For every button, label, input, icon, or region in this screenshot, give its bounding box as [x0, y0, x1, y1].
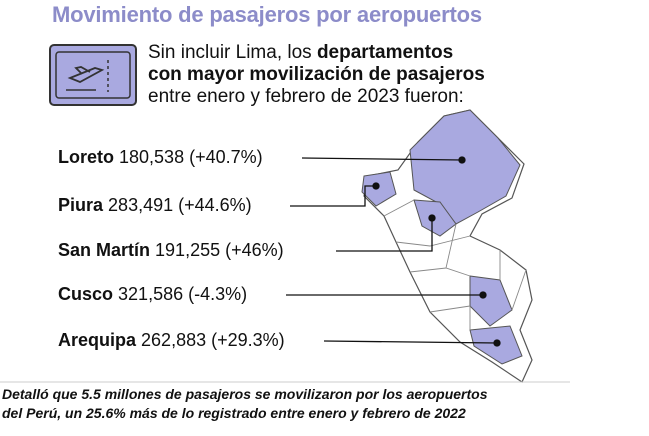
caption-line: del Perú, un 25.6% más de lo registrado …	[2, 405, 466, 421]
item-change: (+40.7%)	[189, 147, 263, 167]
title: Movimiento de pasajeros por aeropuertos	[52, 2, 482, 27]
item-passengers: 191,255	[155, 240, 221, 260]
item-change: (+44.6%)	[178, 195, 252, 215]
item-passengers: 283,491	[108, 195, 174, 215]
item: Piura 283,491 (+44.6%)	[58, 195, 252, 216]
caption-line: Detalló que 5.5 millones de pasajeros se…	[2, 386, 488, 402]
item-name: Loreto	[58, 147, 114, 167]
intro-line: con mayor movilización de pasajeros	[148, 64, 485, 85]
peru-map	[361, 109, 533, 383]
item-name: Piura	[58, 195, 104, 215]
ticket-icon	[49, 44, 137, 106]
leader-lines	[286, 156, 501, 347]
item-change: (-4.3%)	[188, 284, 248, 304]
caption: Detalló que 5.5 millones de pasajeros se…	[2, 385, 487, 423]
item-passengers: 262,883	[141, 330, 207, 350]
item: Arequipa 262,883 (+29.3%)	[58, 330, 285, 351]
intro-text: Sin incluir Lima, los	[148, 42, 317, 63]
intro-line: Sin incluir Lima, los departamentos	[148, 42, 485, 64]
item-name: Arequipa	[58, 330, 137, 350]
item-passengers: 180,538	[119, 147, 185, 167]
item-change: (+46%)	[225, 240, 284, 260]
item-passengers: 321,586	[118, 284, 184, 304]
item: Loreto 180,538 (+40.7%)	[58, 147, 263, 168]
intro-text: departamentos	[316, 42, 454, 63]
item-change: (+29.3%)	[211, 330, 285, 350]
intro: Sin incluir Lima, los departamentos con …	[148, 42, 485, 108]
item-name: Cusco	[58, 284, 114, 304]
intro-line: entre enero y febrero de 2023 fueron:	[148, 86, 464, 107]
item-name: San Martín	[58, 240, 151, 260]
item: Cusco 321,586 (-4.3%)	[58, 284, 247, 305]
item: San Martín 191,255 (+46%)	[58, 240, 284, 261]
